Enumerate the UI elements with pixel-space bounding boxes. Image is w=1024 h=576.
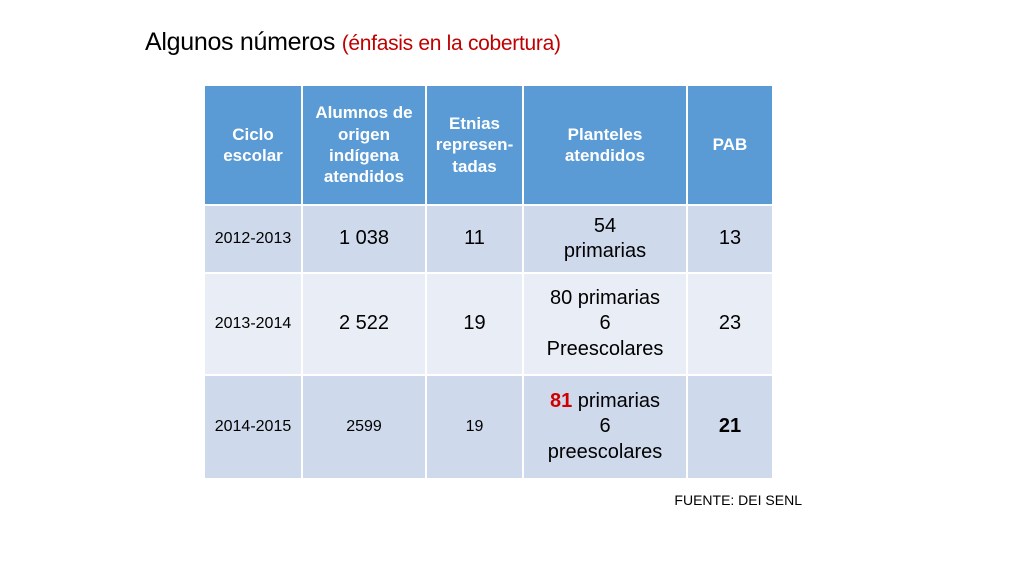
cell-alumnos: 2599 bbox=[301, 374, 427, 480]
cell-alumnos: 1 038 bbox=[301, 204, 427, 274]
cell-etnias: 11 bbox=[425, 204, 524, 274]
cell-etnias: 19 bbox=[425, 272, 524, 376]
planteles-line: primarias bbox=[563, 240, 647, 262]
planteles-line: 6 bbox=[599, 415, 611, 438]
table-header-row: Ciclo escolar Alumnos de origen indígena… bbox=[203, 84, 774, 206]
title-main: Algunos números bbox=[145, 28, 336, 56]
cell-pab: 23 bbox=[686, 272, 774, 376]
header-alumnos: Alumnos de origen indígena atendidos bbox=[301, 84, 427, 206]
source-note: FUENTE: DEI SENL bbox=[674, 492, 802, 508]
cell-pab: 21 bbox=[686, 374, 774, 480]
header-etnias: Etnias represen-tadas bbox=[425, 84, 524, 206]
cell-ciclo: 2012-2013 bbox=[203, 204, 303, 274]
cell-ciclo: 2014-2015 bbox=[203, 374, 303, 480]
header-ciclo: Ciclo escolar bbox=[203, 84, 303, 206]
cell-ciclo: 2013-2014 bbox=[203, 272, 303, 376]
table-row: 2013-2014 2 522 19 80 primarias 6 Preesc… bbox=[203, 272, 774, 376]
header-pab: PAB bbox=[686, 84, 774, 206]
cell-planteles: 80 primarias 6 Preescolares bbox=[522, 272, 688, 376]
cell-alumnos: 2 522 bbox=[301, 272, 427, 376]
title-emphasis: (énfasis en la cobertura) bbox=[341, 32, 561, 55]
slide-title: Algunos números (énfasis en la cobertura… bbox=[145, 28, 561, 57]
cell-pab: 13 bbox=[686, 204, 774, 274]
cell-etnias: 19 bbox=[425, 374, 524, 480]
planteles-line: 81 primarias bbox=[528, 389, 682, 414]
planteles-rest: primarias bbox=[572, 390, 661, 413]
cell-planteles: 81 primarias 6 preescolares bbox=[522, 374, 688, 480]
table-row: 2014-2015 2599 19 81 primarias 6 preesco… bbox=[203, 374, 774, 480]
header-planteles: Planteles atendidos bbox=[522, 84, 688, 206]
table-row: 2012-2013 1 038 11 54 primarias 13 bbox=[203, 204, 774, 274]
planteles-highlight-number: 81 bbox=[549, 390, 573, 413]
planteles-line: 6 bbox=[599, 312, 611, 335]
planteles-line: 80 primarias bbox=[549, 287, 661, 310]
coverage-table: Ciclo escolar Alumnos de origen indígena… bbox=[203, 84, 774, 480]
cell-planteles: 54 primarias bbox=[522, 204, 688, 274]
planteles-line: 54 bbox=[593, 214, 617, 237]
planteles-line: preescolares bbox=[547, 440, 663, 463]
planteles-line: Preescolares bbox=[546, 337, 664, 360]
